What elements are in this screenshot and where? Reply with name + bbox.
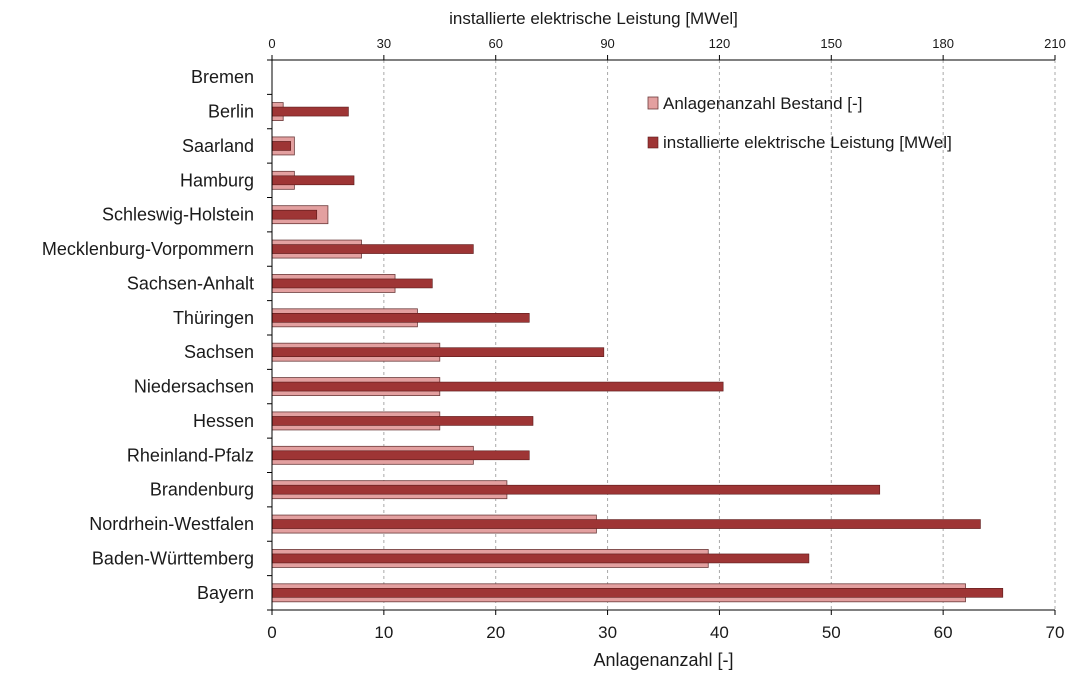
bar-leistung-thueringen [271, 313, 530, 323]
bar-leistung-hessen [271, 416, 534, 426]
top-tick-label-30: 30 [377, 36, 391, 51]
top-axis-title: installierte elektrische Leistung [MWel] [449, 9, 738, 28]
legend: Anlagenanzahl Bestand [-] installierte e… [647, 94, 952, 152]
category-label-sachsen: Sachsen [184, 342, 254, 362]
category-label-berlin: Berlin [208, 102, 254, 122]
legend-swatch-anlagenanzahl [647, 96, 659, 110]
category-label-bremen: Bremen [191, 67, 254, 87]
bar-leistung-brandenburg [271, 484, 881, 495]
top-tick-label-60: 60 [488, 36, 502, 51]
top-tick-label-150: 150 [820, 36, 842, 51]
category-label-mecklenburg-vorpommern: Mecklenburg-Vorpommern [42, 239, 254, 259]
bottom-tick-label-10: 10 [374, 623, 393, 642]
bar-leistung-bayern [271, 588, 1004, 598]
bar-layer [271, 102, 1004, 603]
category-label-thueringen: Thüringen [173, 308, 254, 328]
bottom-tick-label-70: 70 [1046, 623, 1065, 642]
bottom-tick-label-60: 60 [934, 623, 953, 642]
top-tick-label-180: 180 [932, 36, 954, 51]
bar-leistung-saarland [271, 141, 291, 151]
legend-swatch-leistung [647, 136, 659, 149]
bar-leistung-berlin [271, 106, 349, 117]
bar-leistung-nordrhein-westfalen [271, 519, 981, 529]
bar-leistung-sachsen [271, 347, 605, 357]
legend-label-leistung: installierte elektrische Leistung [MWel] [663, 133, 952, 152]
top-tick-label-120: 120 [709, 36, 731, 51]
bar-leistung-baden-wuerttemberg [271, 553, 810, 564]
bar-leistung-niedersachsen [271, 381, 724, 392]
top-tick-label-210: 210 [1044, 36, 1066, 51]
bar-leistung-rheinland-pfalz [271, 450, 530, 461]
category-label-hamburg: Hamburg [180, 170, 254, 190]
category-label-saarland: Saarland [182, 136, 254, 156]
bar-leistung-sachsen-anhalt [271, 278, 433, 289]
category-label-baden-wuerttemberg: Baden-Württemberg [92, 548, 254, 568]
bar-leistung-mecklenburg-vorpommern [271, 244, 474, 254]
top-tick-label-0: 0 [268, 36, 275, 51]
category-label-hessen: Hessen [193, 411, 254, 431]
category-label-brandenburg: Brandenburg [150, 480, 254, 500]
axis-layer: Bremen Berlin Saarland Hamburg Schleswig-Hol… [42, 36, 1066, 642]
bar-leistung-schleswig-holstein [271, 209, 318, 220]
category-label-schleswig-holstein: Schleswig-Holstein [102, 205, 254, 225]
bottom-tick-label-40: 40 [710, 623, 729, 642]
bottom-tick-label-0: 0 [267, 623, 276, 642]
top-tick-label-90: 90 [600, 36, 614, 51]
bottom-axis-title: Anlagenanzahl [-] [593, 650, 733, 670]
category-label-bayern: Bayern [197, 583, 254, 603]
bar-leistung-hamburg [271, 175, 355, 186]
category-label-nordrhein-westfalen: Nordrhein-Westfalen [89, 514, 254, 534]
category-label-sachsen-anhalt: Sachsen-Anhalt [127, 273, 254, 293]
bottom-tick-label-20: 20 [486, 623, 505, 642]
bottom-tick-label-30: 30 [598, 623, 617, 642]
legend-label-anlagenanzahl: Anlagenanzahl Bestand [-] [663, 94, 862, 113]
category-label-rheinland-pfalz: Rheinland-Pfalz [127, 445, 254, 465]
category-label-niedersachsen: Niedersachsen [134, 377, 254, 397]
bottom-tick-label-50: 50 [822, 623, 841, 642]
